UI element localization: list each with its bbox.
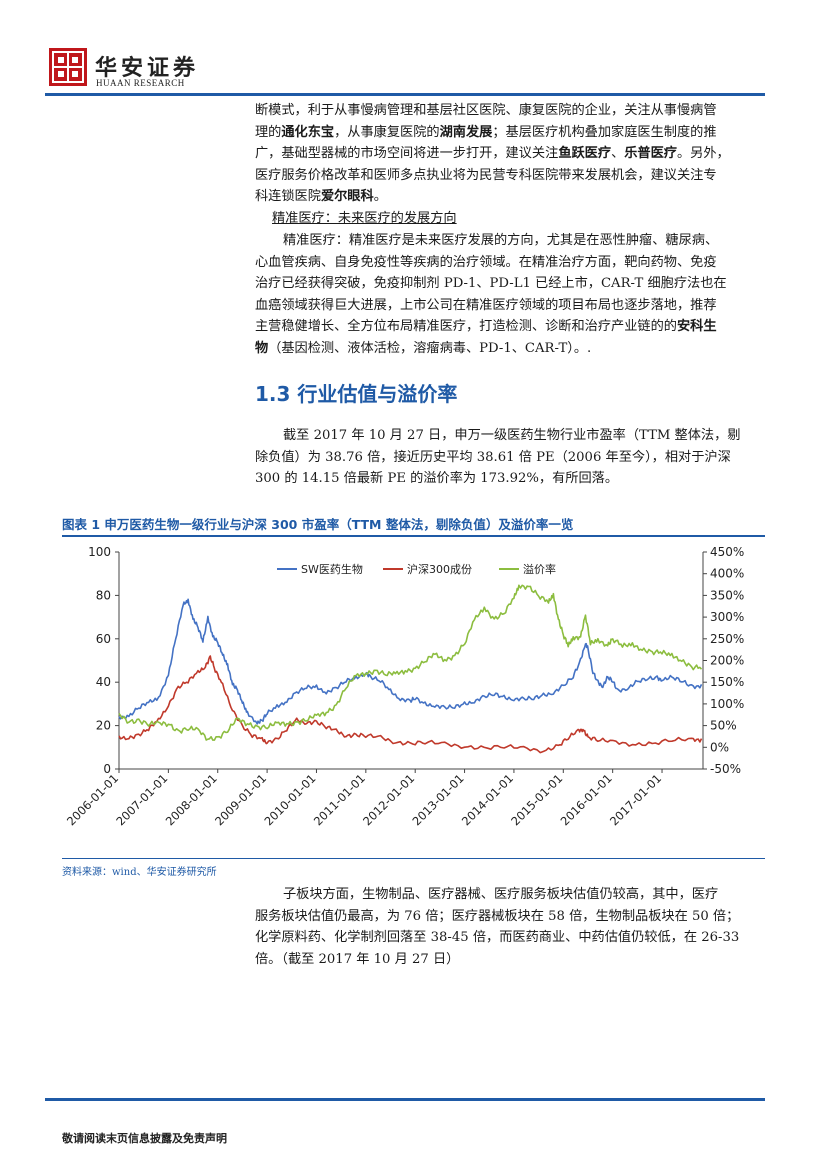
x-tick-label: 2013-01-01 <box>410 771 467 828</box>
x-tick-label: 2010-01-01 <box>261 771 318 828</box>
stock-yuyue: 鱼跃医疗 <box>558 146 612 162</box>
valuation-line-3: 300 的 14.15 倍最新 PE 的溢价率为 173.92%，有所回落。 <box>255 471 619 487</box>
series-line-3 <box>118 584 703 741</box>
x-tick-label: 2012-01-01 <box>360 771 417 828</box>
x-tick-label: 2014-01-01 <box>459 771 516 828</box>
right-tick-label: 0% <box>710 740 729 754</box>
section-heading: 1.3 行业估值与溢价率 <box>255 382 458 406</box>
x-tick-label: 2007-01-01 <box>113 771 170 828</box>
precision-paragraph: 精准医疗：精准医疗是未来医疗发展的方向，尤其是在恶性肿瘤、糖尿病、 心血管疾病、… <box>255 230 767 360</box>
series-line-2 <box>118 655 703 754</box>
valuation-line-2: 除负值）为 38.76 倍，接近历史平均 38.61 倍 PE（2006 年至今… <box>255 449 731 465</box>
right-tick-label: -50% <box>710 762 741 776</box>
sector-line-4: 倍。（截至 2017 年 10 月 27 日） <box>255 951 460 967</box>
stock-tonghua: 通化东宝 <box>281 124 335 140</box>
right-tick-label: 150% <box>710 675 744 689</box>
sector-line-3: 化学原料药、化学制剂回落至 38-45 倍，而医药商业、中药估值仍较低，在 26… <box>255 930 740 946</box>
right-tick-label: 450% <box>710 545 744 559</box>
precision-subheading: 精准医疗：未来医疗的发展方向 <box>272 211 457 226</box>
sector-line-1: 子板块方面，生物制品、医疗器械、医疗服务板块估值仍较高，其中，医疗 <box>283 887 719 902</box>
header-rule <box>45 93 765 96</box>
footer-rule <box>45 1098 765 1101</box>
precision-line-1: 精准医疗：精准医疗是未来医疗发展的方向，尤其是在恶性肿瘤、糖尿病、 <box>283 233 719 248</box>
stock-lepu: 乐普医疗 <box>624 146 677 162</box>
figure-title: 图表 1 申万医药生物一级行业与沪深 300 市盈率（TTM 整体法，剔除负值）… <box>62 517 574 532</box>
sector-paragraph: 子板块方面，生物制品、医疗器械、医疗服务板块估值仍较高，其中，医疗 服务板块估值… <box>255 884 767 970</box>
precision-line-5: 主营稳健增长、全方位布局精准医疗，打造检测、诊断和治疗产业链的的安科生 <box>255 319 717 335</box>
legend-label-1: SW医药生物 <box>301 562 363 576</box>
left-tick-label: 60 <box>96 632 111 646</box>
left-tick-label: 0 <box>103 762 111 776</box>
x-tick-label: 2017-01-01 <box>607 771 664 828</box>
footer-disclaimer: 敬请阅读末页信息披露及免责声明 <box>62 1132 227 1145</box>
x-tick-label: 2009-01-01 <box>212 771 269 828</box>
intro-line-2: 理的通化东宝，从事康复医院的湖南发展；基层医疗机构叠加家庭医生制度的推 <box>255 124 717 140</box>
intro-line-5: 科连锁医院爱尔眼科。 <box>255 189 387 205</box>
company-logo <box>49 48 87 86</box>
x-tick-label: 2006-01-01 <box>64 771 121 828</box>
legend-label-2: 沪深300成份 <box>407 562 472 576</box>
right-tick-label: 250% <box>710 632 744 646</box>
right-tick-label: 200% <box>710 654 744 668</box>
x-tick-label: 2016-01-01 <box>558 771 615 828</box>
intro-paragraph: 断模式，利于从事慢病管理和基层社区医院、康复医院的企业，关注从事慢病管 理的通化… <box>255 100 767 208</box>
right-tick-label: 300% <box>710 610 744 624</box>
precision-line-3: 治疗已经获得突破，免疫抑制剂 PD-1、PD-L1 已经上市，CAR-T 细胞疗… <box>255 276 727 292</box>
brand-name-cn: 华安证券 <box>95 55 200 81</box>
intro-line-3: 广，基础型器械的市场空间将进一步打开，建议关注鱼跃医疗、乐普医疗。另外， <box>255 146 730 162</box>
pe-premium-chart: 0 20 40 60 80 100 -50% 0% 50% 100% 150% 200% 250% 300… <box>64 545 744 828</box>
precision-line-4: 血癌领域获得巨大进展，上市公司在精准医疗领域的项目布局也逐步落地，推荐 <box>255 297 717 313</box>
left-tick-label: 80 <box>96 588 111 602</box>
brand-name-en: HUAAN RESEARCH <box>96 78 185 88</box>
left-tick-label: 40 <box>96 675 111 689</box>
figure-bottom-rule <box>62 858 765 859</box>
right-tick-label: 100% <box>710 697 744 711</box>
series-line-1 <box>118 598 703 725</box>
valuation-paragraph: 截至 2017 年 10 月 27 日，申万一级医药生物行业市盈率（TTM 整体… <box>255 425 767 490</box>
x-tick-label: 2011-01-01 <box>311 771 368 828</box>
valuation-line-1: 截至 2017 年 10 月 27 日，申万一级医药生物行业市盈率（TTM 整体… <box>283 428 741 443</box>
intro-line-4: 医疗服务价格改革和医师多点执业将为民营专科医院带来发展机会，建议关注专 <box>255 167 717 183</box>
logo-mark-icon <box>52 51 84 83</box>
figure-source: 资料来源：wind、华安证券研究所 <box>62 867 217 878</box>
precision-line-6: 物（基因检测、液体活检，溶瘤病毒、PD-1、CAR-T）。. <box>255 340 592 356</box>
stock-hunan: 湖南发展 <box>439 124 493 140</box>
precision-line-2: 心血管疾病、自身免疫性等疾病的治疗领域。在精准治疗方面，靶向药物、免疫 <box>255 254 717 270</box>
legend-label-3: 溢价率 <box>523 562 556 576</box>
x-tick-label: 2008-01-01 <box>163 771 220 828</box>
stock-aier: 爱尔眼科 <box>320 189 374 205</box>
left-tick-label: 100 <box>88 545 111 559</box>
figure-title-rule <box>62 535 765 537</box>
x-tick-label: 2015-01-01 <box>508 771 565 828</box>
intro-line-1: 断模式，利于从事慢病管理和基层社区医院、康复医院的企业，关注从事慢病管 <box>255 103 717 118</box>
right-tick-label: 50% <box>710 719 737 733</box>
right-tick-label: 400% <box>710 567 744 581</box>
right-tick-label: 350% <box>710 588 744 602</box>
left-tick-label: 20 <box>96 719 111 733</box>
sector-line-2: 服务板块估值仍最高，为 76 倍；医疗器械板块在 58 倍，生物制品板块在 50… <box>255 908 740 924</box>
